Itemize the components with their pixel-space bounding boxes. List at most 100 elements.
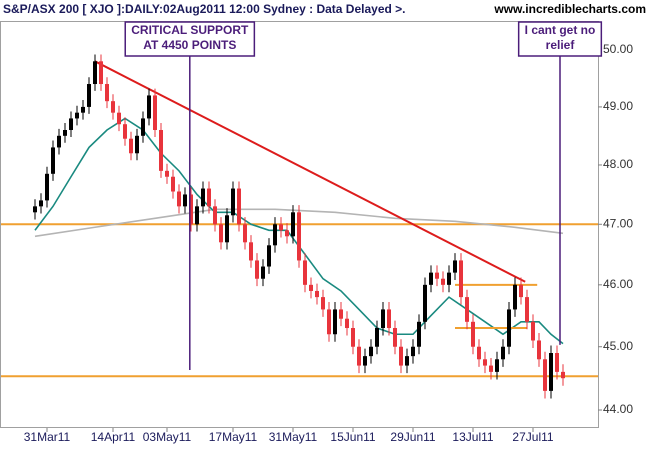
annotation-text: CRITICAL SUPPORT: [131, 23, 249, 37]
candle-body: [519, 284, 523, 298]
candle-body: [507, 309, 511, 347]
candle-body: [549, 352, 553, 391]
x-tick-label: 29Jun11: [390, 430, 435, 444]
candle-body: [45, 173, 49, 201]
candle-body: [159, 129, 163, 171]
candle-body: [297, 212, 301, 261]
candle-body: [237, 188, 241, 225]
candle-body: [33, 206, 37, 213]
candle-body: [141, 118, 145, 136]
candle-body: [219, 224, 223, 243]
candle-body: [531, 321, 535, 341]
candle-body: [81, 106, 85, 113]
candle-body: [291, 212, 295, 237]
source: www.incrediblecharts.com: [493, 2, 646, 16]
candle-body: [99, 61, 103, 85]
candle-body: [177, 191, 181, 207]
candle-body: [435, 272, 439, 279]
candle-body: [477, 346, 481, 360]
y-tick-label: 46.00: [603, 277, 633, 291]
candle-body: [165, 170, 169, 177]
candle-body: [123, 124, 127, 139]
candle-body: [231, 188, 235, 216]
y-tick-label: 48.00: [603, 157, 633, 171]
candle-body: [249, 242, 253, 261]
candle-body: [303, 260, 307, 285]
annotation-text: relief: [546, 38, 576, 52]
candle-body: [111, 101, 115, 113]
candle-body: [309, 284, 313, 291]
x-tick-label: 15Jun11: [330, 430, 375, 444]
candle-body: [339, 309, 343, 319]
candle-body: [489, 365, 493, 372]
candle-body: [243, 224, 247, 243]
y-tick-label: 44.00: [603, 402, 633, 416]
candle-body: [51, 147, 55, 174]
candle-body: [201, 188, 205, 207]
candle-body: [495, 359, 499, 372]
candle-body: [459, 260, 463, 298]
candle-body: [189, 194, 193, 225]
candle-body: [387, 309, 391, 329]
candle-body: [195, 206, 199, 225]
candle-body: [207, 188, 211, 207]
candle-body: [213, 206, 217, 225]
candle-body: [327, 309, 331, 335]
candle-body: [333, 309, 337, 335]
candle-body: [447, 272, 451, 285]
candle-body: [135, 135, 139, 154]
candle-body: [417, 321, 421, 347]
candle-body: [93, 61, 97, 85]
candle-body: [369, 346, 373, 357]
annotation-box: [124, 21, 256, 57]
y-tick-label: 45.00: [603, 339, 633, 353]
candle-body: [351, 328, 355, 347]
candle-body: [423, 284, 427, 322]
candle-body: [321, 297, 325, 310]
x-tick-label: 31May11: [269, 430, 318, 444]
candle-body: [117, 112, 121, 125]
candle-body: [555, 352, 559, 372]
candle-body: [39, 200, 43, 207]
candle-body: [267, 245, 271, 267]
candle-body: [405, 356, 409, 366]
candle-body: [345, 318, 349, 329]
y-tick-label: 50.00: [603, 42, 633, 56]
candle-body: [273, 224, 277, 246]
candle-body: [153, 95, 157, 130]
candle-body: [465, 297, 469, 322]
y-tick-label: 49.00: [603, 99, 633, 113]
x-tick-label: 13Jul11: [452, 430, 493, 444]
candle-body: [261, 266, 265, 279]
x-tick-label: 03May11: [143, 430, 192, 444]
candle-body: [525, 297, 529, 322]
candle-body: [171, 176, 175, 192]
candle-body: [363, 356, 367, 366]
candle-body: [147, 95, 151, 119]
candle-body: [513, 284, 517, 310]
candle-body: [375, 328, 379, 347]
candle-body: [399, 346, 403, 366]
candle-body: [279, 224, 283, 231]
chart-title: S&P/ASX 200 [ XJO ]:DAILY:02Aug2011 12:0…: [3, 2, 406, 16]
candle-body: [63, 129, 67, 136]
candle-body: [537, 340, 541, 360]
annotation-text: AT 4450 POINTS: [143, 38, 236, 52]
candle-body: [75, 112, 79, 119]
x-tick-label: 31Mar11: [24, 430, 71, 444]
candle-body: [87, 84, 91, 107]
candle-body: [381, 309, 385, 329]
candle-body: [357, 346, 361, 366]
candle-body: [453, 260, 457, 273]
candle-body: [129, 138, 133, 154]
trend-line: [94, 60, 526, 283]
x-tick-label: 17May11: [209, 430, 258, 444]
candle-body: [285, 230, 289, 237]
candle-body: [411, 346, 415, 357]
candle-body: [255, 260, 259, 279]
candle-body: [225, 215, 229, 243]
moving-average: [34, 208, 564, 238]
